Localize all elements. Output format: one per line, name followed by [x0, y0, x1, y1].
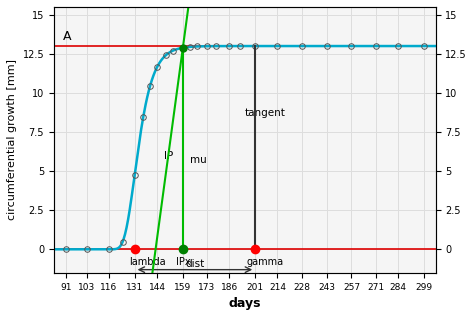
Y-axis label: circumferential growth [mm]: circumferential growth [mm]: [7, 59, 17, 220]
Text: A: A: [63, 30, 71, 43]
Text: mu: mu: [190, 155, 207, 165]
Text: IP: IP: [164, 151, 173, 161]
Text: tangent: tangent: [245, 108, 286, 119]
X-axis label: days: days: [228, 297, 261, 310]
Text: IPx: IPx: [176, 257, 191, 267]
Text: gamma: gamma: [246, 257, 283, 267]
Text: lambda: lambda: [129, 257, 166, 267]
Text: dist: dist: [185, 259, 204, 269]
